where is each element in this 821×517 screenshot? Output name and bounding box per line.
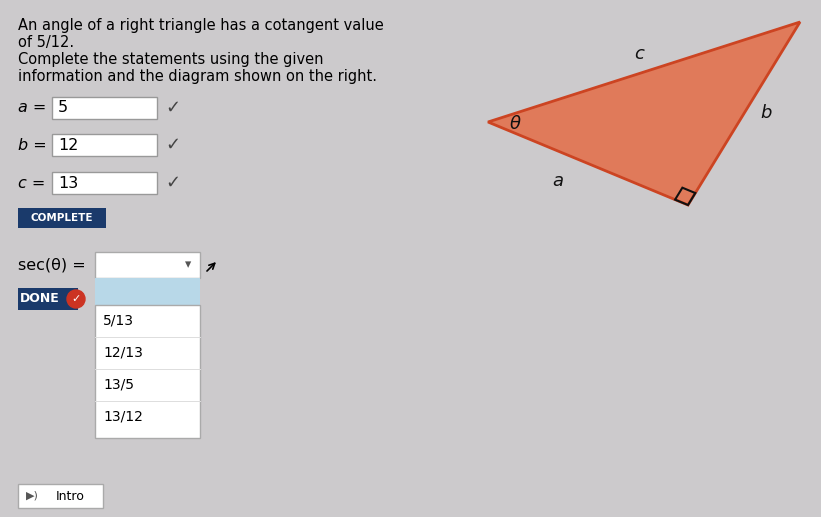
Text: 12/13: 12/13 [103, 346, 143, 360]
Text: COMPLETE: COMPLETE [30, 213, 94, 223]
Text: c: c [634, 45, 644, 63]
Text: 13: 13 [58, 175, 78, 190]
Polygon shape [488, 22, 800, 205]
Text: a: a [553, 173, 563, 190]
Text: b =: b = [18, 138, 47, 153]
Bar [18, 288, 78, 310]
Text: Intro: Intro [56, 490, 85, 503]
Text: 12: 12 [58, 138, 78, 153]
Bar [52, 134, 157, 156]
Bar [18, 484, 103, 508]
Bar [95, 305, 200, 438]
Circle shape [67, 290, 85, 308]
Text: ✓: ✓ [71, 294, 80, 304]
Text: DONE: DONE [21, 293, 60, 306]
Text: 13/5: 13/5 [103, 378, 134, 392]
Text: a =: a = [18, 100, 46, 115]
Text: ▶): ▶) [25, 491, 39, 501]
Bar [52, 97, 157, 119]
Bar [52, 172, 157, 194]
Bar [18, 208, 106, 228]
Text: ✓: ✓ [165, 136, 180, 154]
Text: of 5/12.: of 5/12. [18, 35, 74, 50]
Text: An angle of a right triangle has a cotangent value: An angle of a right triangle has a cotan… [18, 18, 383, 33]
Text: c =: c = [18, 175, 45, 190]
Text: ✓: ✓ [165, 99, 180, 117]
Text: sec(θ) =: sec(θ) = [18, 257, 85, 272]
Bar [95, 252, 200, 278]
Text: ✓: ✓ [165, 174, 180, 192]
Text: θ: θ [510, 115, 521, 133]
Text: 5/13: 5/13 [103, 314, 134, 328]
Text: ▾: ▾ [185, 258, 191, 271]
Bar [95, 278, 200, 305]
Text: Complete the statements using the given: Complete the statements using the given [18, 52, 323, 67]
Text: information and the diagram shown on the right.: information and the diagram shown on the… [18, 69, 377, 84]
Text: b: b [760, 104, 772, 123]
Text: 5: 5 [58, 100, 68, 115]
Text: 13/12: 13/12 [103, 410, 143, 424]
